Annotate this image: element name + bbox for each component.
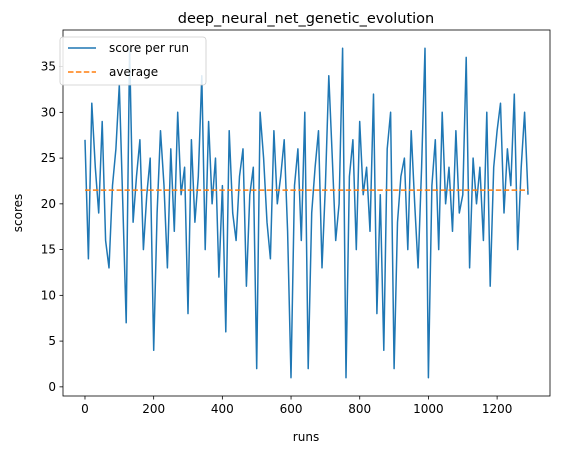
x-tick-label: 800 bbox=[348, 402, 371, 416]
x-tick-label: 400 bbox=[211, 402, 234, 416]
y-tick-label: 30 bbox=[41, 105, 56, 119]
y-tick-label: 35 bbox=[41, 60, 56, 74]
y-tick-label: 15 bbox=[41, 243, 56, 257]
y-tick-label: 25 bbox=[41, 151, 56, 165]
legend-label-score-per-run: score per run bbox=[109, 41, 189, 55]
y-tick-label: 0 bbox=[48, 380, 56, 394]
y-tick-label: 20 bbox=[41, 197, 56, 211]
axis-layer: 0 200 400 600 800 1000 1200 0 5 10 15 20 25 30 35 bbox=[41, 60, 513, 416]
x-tick-label: 0 bbox=[81, 402, 89, 416]
series-layer bbox=[84, 47, 529, 379]
x-axis-title: runs bbox=[293, 430, 319, 444]
x-tick-label: 600 bbox=[280, 402, 303, 416]
x-tick-label: 1200 bbox=[482, 402, 513, 416]
chart-title: deep_neural_net_genetic_evolution bbox=[178, 11, 435, 27]
legend-label-average: average bbox=[109, 65, 158, 79]
x-tick-label: 200 bbox=[142, 402, 165, 416]
y-tick-label: 5 bbox=[48, 334, 56, 348]
y-axis-title: scores bbox=[11, 194, 25, 233]
legend-box bbox=[59, 36, 207, 86]
legend: score per run average bbox=[59, 36, 207, 86]
plot-frame bbox=[62, 29, 551, 397]
series-line-score-per-run bbox=[84, 47, 529, 379]
x-tick-label: 1000 bbox=[413, 402, 444, 416]
y-tick-label: 10 bbox=[41, 288, 56, 302]
